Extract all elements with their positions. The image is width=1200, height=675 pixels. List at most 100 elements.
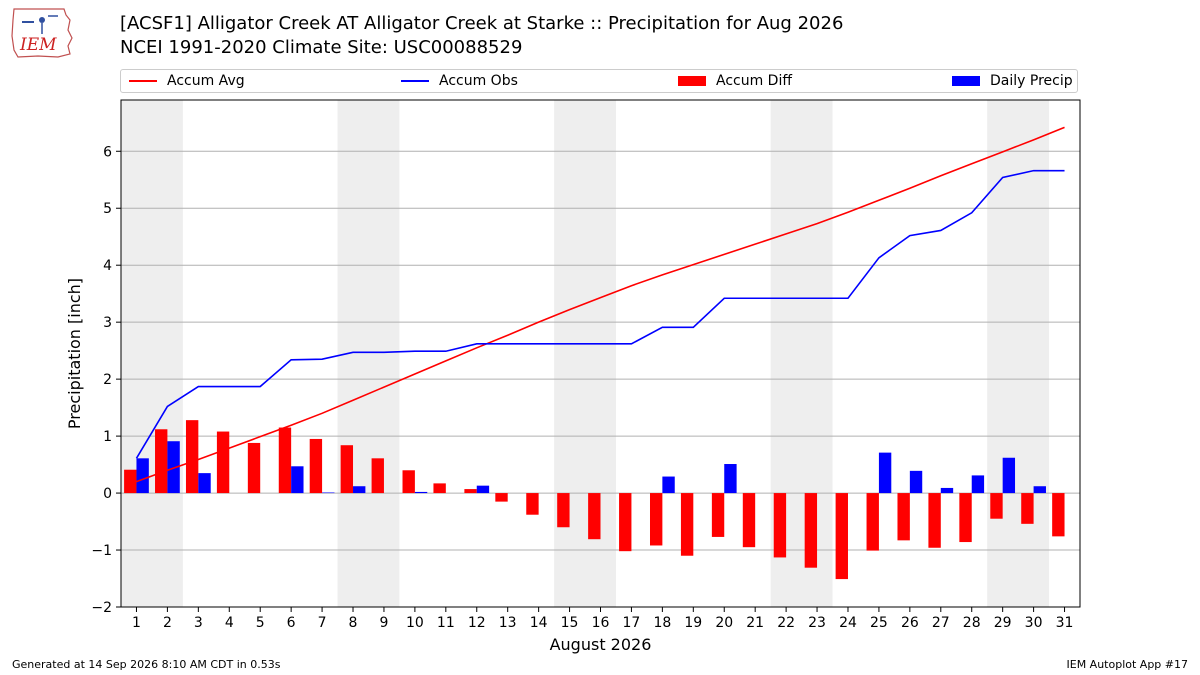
bar-accum-diff: [835, 493, 848, 580]
generated-note: Generated at 14 Sep 2026 8:10 AM CDT in …: [12, 658, 281, 671]
svg-text:IEM: IEM: [19, 35, 57, 55]
bar-daily-precip: [909, 470, 923, 494]
y-tick-label: 5: [103, 201, 112, 217]
bar-accum-diff: [742, 493, 756, 548]
bar-accum-diff: [155, 429, 168, 494]
x-tick-label: 8: [349, 615, 358, 631]
legend-item-accum-obs: Accum Obs: [401, 73, 518, 91]
bar-accum-diff: [804, 493, 818, 568]
bar-daily-precip: [353, 486, 366, 494]
x-tick-label: 26: [901, 615, 919, 631]
bar-accum-diff: [1021, 493, 1034, 524]
legend-item-daily-precip: Daily Precip: [952, 73, 1073, 91]
bar-accum-diff: [959, 493, 972, 543]
y-tick-label: 0: [103, 486, 112, 502]
x-tick-label: 30: [1025, 615, 1043, 631]
bar-daily-precip: [414, 491, 428, 494]
bar-daily-precip: [971, 475, 985, 494]
legend-swatch: [952, 76, 980, 86]
bar-accum-diff: [464, 489, 477, 494]
bar-accum-diff: [526, 493, 539, 515]
bar-daily-precip: [1002, 457, 1016, 494]
bar-accum-diff: [1052, 493, 1065, 537]
bar-accum-diff: [278, 427, 292, 494]
x-tick-label: 29: [994, 615, 1012, 631]
bar-accum-diff: [124, 469, 137, 494]
x-tick-label: 19: [684, 615, 702, 631]
bar-accum-diff: [773, 493, 787, 558]
bar-accum-diff: [619, 493, 632, 552]
y-tick-label: 2: [103, 372, 112, 388]
x-tick-label: 5: [256, 615, 265, 631]
legend-item-accum-avg: Accum Avg: [129, 73, 245, 91]
bar-accum-diff: [588, 493, 601, 540]
weekend-band: [121, 100, 183, 607]
bar-accum-diff: [680, 493, 694, 556]
bar-daily-precip: [291, 466, 304, 494]
bar-accum-diff: [897, 493, 910, 541]
bar-accum-diff: [216, 431, 230, 494]
x-tick-label: 21: [746, 615, 764, 631]
x-tick-label: 2: [163, 615, 172, 631]
bar-accum-diff: [928, 493, 941, 548]
bar-accum-diff: [649, 493, 663, 546]
x-tick-label: 22: [777, 615, 795, 631]
x-tick-label: 7: [318, 615, 327, 631]
x-tick-label: 11: [437, 615, 455, 631]
y-tick-label: 1: [103, 429, 112, 445]
bar-daily-precip: [878, 452, 892, 494]
legend-swatch: [401, 80, 429, 82]
legend-label: Accum Avg: [167, 73, 245, 89]
bar-accum-diff: [402, 470, 415, 494]
legend-label: Daily Precip: [990, 73, 1073, 89]
x-tick-label: 23: [808, 615, 826, 631]
bar-accum-diff: [247, 442, 261, 494]
legend-label: Accum Obs: [439, 73, 518, 89]
bar-daily-precip: [322, 492, 335, 494]
x-tick-label: 9: [379, 615, 388, 631]
x-tick-label: 20: [715, 615, 733, 631]
bar-accum-diff: [433, 483, 446, 494]
line-accum-obs: [135, 169, 1065, 459]
x-tick-label: 4: [225, 615, 234, 631]
iem-logo: IEM: [11, 8, 73, 58]
x-tick-label: 6: [287, 615, 296, 631]
y-tick-label: 3: [103, 315, 112, 331]
chart-subtitle: NCEI 1991-2020 Climate Site: USC00088529: [120, 37, 523, 58]
legend-item-accum-diff: Accum Diff: [678, 73, 792, 91]
x-tick-label: 31: [1056, 615, 1074, 631]
bar-daily-precip: [1033, 486, 1046, 494]
bar-daily-precip: [940, 487, 954, 494]
legend-swatch: [678, 76, 706, 86]
bar-daily-precip: [136, 458, 149, 494]
legend: Accum Avg Accum Obs Accum Diff Daily Pre…: [120, 69, 1078, 93]
y-axis-label: Precipitation [inch]: [65, 278, 84, 429]
x-tick-label: 3: [194, 615, 203, 631]
x-tick-label: 16: [592, 615, 610, 631]
line-accum-avg: [136, 126, 1065, 483]
bar-accum-diff: [557, 493, 570, 528]
x-tick-label: 17: [623, 615, 641, 631]
bar-daily-precip: [476, 485, 490, 494]
x-tick-label: 1: [132, 615, 141, 631]
x-tick-label: 18: [653, 615, 671, 631]
bar-accum-diff: [866, 493, 879, 551]
bar-accum-diff: [371, 458, 384, 494]
y-tick-label: −1: [91, 543, 112, 559]
legend-swatch: [129, 80, 157, 82]
x-tick-label: 28: [963, 615, 981, 631]
x-tick-label: 14: [530, 615, 548, 631]
y-tick-label: −2: [91, 600, 112, 616]
x-tick-label: 13: [499, 615, 517, 631]
x-tick-label: 24: [839, 615, 857, 631]
bar-daily-precip: [167, 441, 180, 494]
x-axis-label: August 2026: [550, 635, 652, 654]
bar-accum-diff: [309, 438, 323, 494]
app-note: IEM Autoplot App #17: [1066, 658, 1189, 671]
bar-accum-diff: [185, 420, 199, 494]
chart-title: [ACSF1] Alligator Creek AT Alligator Cre…: [120, 13, 844, 34]
bar-accum-diff: [495, 493, 508, 502]
bar-daily-precip: [662, 476, 675, 494]
bar-accum-diff: [711, 493, 725, 537]
